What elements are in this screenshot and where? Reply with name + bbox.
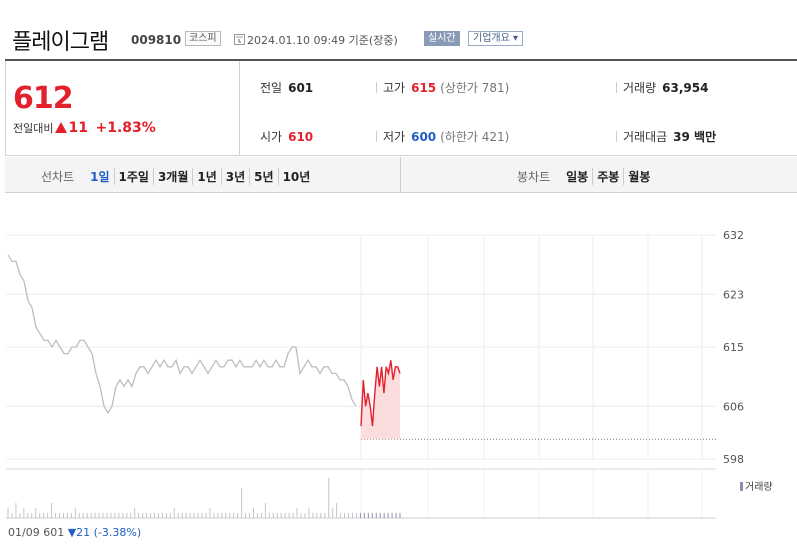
quote-summary: 612 전일대비 11 +1.83% 전일 601 고가 615 (상한가 781) 거… xyxy=(5,59,797,156)
prev-close: 전일 601 xyxy=(260,81,314,95)
chart-tabs: 선차트 1일 1주일 3개월 1년 3년 5년 10년 봉차트 일봉 주봉 월봉 xyxy=(5,157,797,193)
low-price: 저가 600 (하한가 421) xyxy=(376,128,509,145)
tab-5y[interactable]: 5년 xyxy=(249,168,277,185)
line-chart-tabs: 선차트 1일 1주일 3개월 1년 3년 5년 10년 xyxy=(41,168,314,185)
price-change: 전일대비 11 +1.83% xyxy=(13,120,156,136)
current-price-panel: 612 전일대비 11 +1.83% xyxy=(5,61,240,156)
candle-chart-label: 봉차트 xyxy=(517,170,551,184)
candle-chart-tabs: 봉차트 일봉 주봉 월봉 xyxy=(517,168,654,185)
stock-name: 플레이그램 xyxy=(12,30,109,55)
volume: 거래량 63,954 xyxy=(616,79,708,96)
clock-icon xyxy=(234,34,245,45)
today-area xyxy=(361,360,400,440)
current-price: 612 xyxy=(13,81,74,116)
trade-amount: 거래대금 39 백만 xyxy=(616,128,716,145)
tab-weekly[interactable]: 주봉 xyxy=(592,168,623,185)
prev-day-line xyxy=(7,254,357,415)
stock-header: 플레이그램 009810 코스피 2024.01.10 09:49 기준(장중)… xyxy=(0,0,797,58)
realtime-badge[interactable]: 실시간 xyxy=(424,31,460,46)
tab-3m[interactable]: 3개월 xyxy=(152,168,192,185)
change-label: 전일대비 xyxy=(13,122,54,135)
prev-day-info: 01/09 601 ▼21 (-3.38%) xyxy=(8,526,142,539)
open-price: 시가 610 xyxy=(260,130,314,144)
y-tick-label: 623 xyxy=(723,288,744,301)
tab-daily[interactable]: 일봉 xyxy=(566,170,589,184)
up-arrow-icon xyxy=(55,122,68,133)
tab-1d[interactable]: 1일 xyxy=(90,170,110,184)
line-chart-label: 선차트 xyxy=(41,170,75,184)
y-tick-label: 606 xyxy=(723,400,744,413)
change-percent: +1.83% xyxy=(95,120,156,136)
today-line xyxy=(360,360,401,427)
company-info-button[interactable]: 기업개요 ▾ xyxy=(468,31,523,46)
tab-1w[interactable]: 1주일 xyxy=(113,168,153,185)
change-amount: 11 xyxy=(68,120,88,136)
volume-legend: 거래량 xyxy=(740,478,773,493)
tab-3y[interactable]: 3년 xyxy=(220,168,249,185)
tab-1y[interactable]: 1년 xyxy=(192,168,220,185)
price-chart[interactable]: 63262361560659801/1010:0011:0012:0013:00… xyxy=(0,195,797,525)
market-badge: 코스피 xyxy=(185,31,221,46)
tab-monthly[interactable]: 월봉 xyxy=(623,168,654,185)
quote-datetime: 2024.01.10 09:49 기준(장중) xyxy=(247,34,398,47)
y-tick-label: 615 xyxy=(723,341,744,354)
y-tick-label: 598 xyxy=(723,453,744,466)
high-price: 고가 615 (상한가 781) xyxy=(376,79,509,96)
tab-10y[interactable]: 10년 xyxy=(277,168,315,185)
y-tick-label: 632 xyxy=(723,229,744,242)
stock-code: 009810 xyxy=(131,33,182,47)
